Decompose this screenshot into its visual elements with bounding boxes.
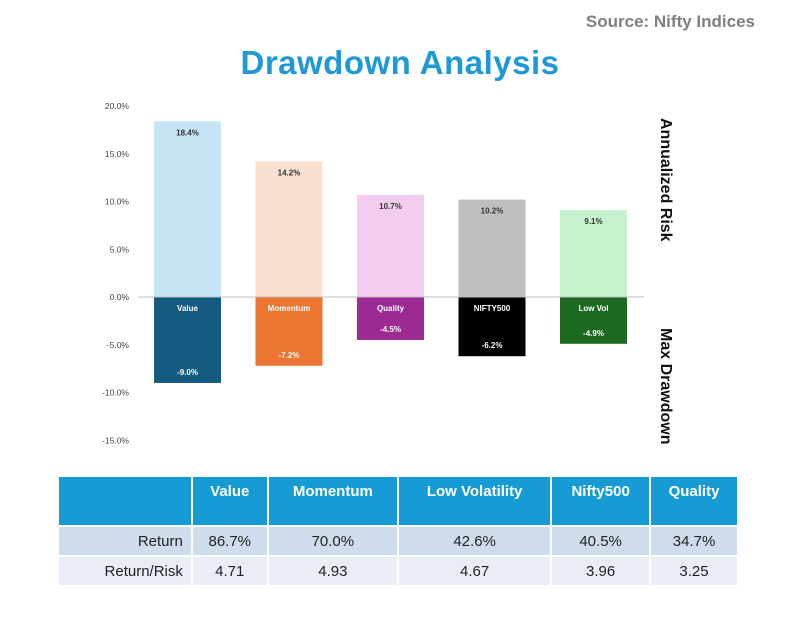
risk-bar bbox=[154, 121, 221, 297]
risk-bar bbox=[560, 210, 627, 297]
table-cell: 4.71 bbox=[192, 557, 267, 585]
drawdown-bar bbox=[458, 297, 526, 357]
table-row: Return 86.7% 70.0% 42.6% 40.5% 34.7% bbox=[59, 527, 737, 555]
drawdown-data-label: -6.2% bbox=[482, 341, 503, 350]
table-cell: 40.5% bbox=[552, 527, 650, 555]
category-label: Quality bbox=[377, 304, 405, 313]
table-cell: 3.96 bbox=[552, 557, 650, 585]
table-header-cell: Low Volatility bbox=[399, 477, 551, 525]
row-label: Return bbox=[59, 527, 191, 555]
y-tick-label: -15.0% bbox=[102, 435, 129, 445]
risk-data-label: 10.7% bbox=[379, 202, 402, 211]
risk-bar bbox=[357, 194, 424, 297]
table-cell: 86.7% bbox=[192, 527, 267, 555]
drawdown-data-label: -4.5% bbox=[380, 325, 401, 334]
risk-data-label: 9.1% bbox=[584, 217, 602, 226]
risk-data-label: 14.2% bbox=[278, 168, 301, 177]
category-label: NIFTY500 bbox=[474, 304, 511, 313]
table-cell: 3.25 bbox=[651, 557, 737, 585]
risk-bar bbox=[458, 199, 526, 297]
drawdown-bar bbox=[255, 297, 323, 366]
risk-data-label: 10.2% bbox=[481, 207, 504, 216]
y-tick-label: 0.0% bbox=[110, 292, 130, 302]
table-header-cell: Value bbox=[192, 477, 267, 525]
drawdown-chart: 20.0% 15.0% 10.0% 5.0% 0.0% -5.0% -10.0% -15.0%… bbox=[102, 101, 644, 445]
category-label: Value bbox=[177, 304, 198, 313]
annualized-risk-label: Annualized Risk bbox=[657, 118, 674, 242]
max-drawdown-label: Max Drawdown bbox=[657, 328, 674, 445]
y-tick-label: 20.0% bbox=[105, 101, 130, 111]
risk-data-label: 18.4% bbox=[176, 128, 199, 137]
risk-bar bbox=[255, 161, 323, 297]
drawdown-data-label: -7.2% bbox=[279, 351, 300, 360]
table-header-cell: Quality bbox=[651, 477, 737, 525]
drawdown-bar bbox=[560, 297, 627, 344]
table-cell: 4.67 bbox=[399, 557, 551, 585]
source-note: Source: Nifty Indices bbox=[585, 12, 755, 31]
table-cell: 42.6% bbox=[399, 527, 551, 555]
table-header-cell bbox=[59, 477, 191, 525]
table-row: Return/Risk 4.71 4.93 4.67 3.96 3.25 bbox=[59, 557, 737, 585]
category-label: Momentum bbox=[268, 304, 311, 313]
row-label: Return/Risk bbox=[59, 557, 191, 585]
drawdown-bar bbox=[154, 297, 221, 383]
category-label: Low Vol bbox=[578, 304, 608, 313]
table-cell: 4.93 bbox=[268, 557, 398, 585]
table-header-row: Value Momentum Low Volatility Nifty500 Q… bbox=[59, 477, 737, 525]
y-tick-label: 15.0% bbox=[105, 149, 130, 159]
table-header-cell: Momentum bbox=[268, 477, 398, 525]
y-tick-label: 10.0% bbox=[105, 197, 130, 207]
table-cell: 70.0% bbox=[268, 527, 398, 555]
drawdown-data-label: -9.0% bbox=[177, 368, 198, 377]
drawdown-bar bbox=[357, 297, 424, 340]
y-tick-label: -5.0% bbox=[107, 340, 130, 350]
table-cell: 34.7% bbox=[651, 527, 737, 555]
chart-title: Drawdown Analysis bbox=[240, 44, 560, 81]
table-header-cell: Nifty500 bbox=[552, 477, 650, 525]
y-tick-label: -10.0% bbox=[102, 388, 129, 398]
drawdown-data-label: -4.9% bbox=[583, 329, 604, 338]
y-tick-label: 5.0% bbox=[110, 244, 130, 254]
returns-table: Value Momentum Low Volatility Nifty500 Q… bbox=[57, 475, 739, 587]
